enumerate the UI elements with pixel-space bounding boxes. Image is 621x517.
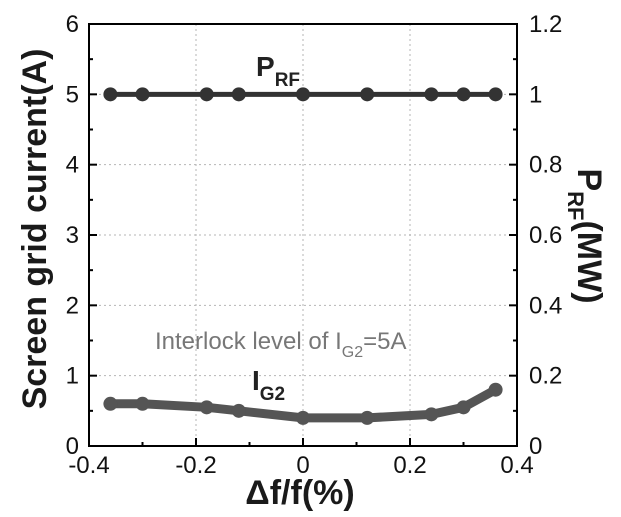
series-label-prf: PRF (256, 51, 300, 91)
data-point-prf (424, 87, 439, 102)
left-y-axis-title: Screen grid current(A) (16, 49, 54, 410)
data-point-ig2 (231, 403, 246, 418)
data-point-ig2 (360, 410, 375, 425)
left-y-tick-label: 0 (66, 433, 79, 460)
interlock-annotation-tail: =5A (363, 328, 406, 355)
data-point-prf (296, 87, 310, 102)
x-tick-label: 0 (296, 452, 309, 479)
x-axis-title: Δf/f(%) (245, 474, 354, 512)
left-y-tick-label: 5 (66, 81, 79, 108)
left-y-tick-label: 1 (66, 363, 79, 390)
interlock-annotation: Interlock level of IG2=5A (155, 328, 406, 361)
left-y-tick-labels: 0 1 2 3 4 5 6 (66, 11, 79, 460)
interlock-annotation-text: Interlock level of I (155, 328, 342, 355)
data-point-ig2 (424, 407, 439, 422)
left-y-tick-label: 2 (66, 292, 79, 319)
data-point-ig2 (296, 410, 310, 425)
interlock-annotation-sub: G2 (342, 344, 363, 361)
data-point-prf (456, 87, 471, 102)
right-y-tick-label: 1 (529, 81, 542, 108)
left-y-tick-label: 3 (66, 222, 79, 249)
x-tick-label: -0.4 (68, 452, 109, 479)
right-y-tick-labels: 0 0.2 0.4 0.6 0.8 1 1.2 (529, 11, 562, 460)
data-point-ig2 (488, 382, 503, 397)
data-point-prf (488, 87, 503, 102)
data-point-prf (135, 87, 150, 102)
series-label-ig2-main: I (252, 365, 260, 396)
series-label-ig2: IG2 (252, 365, 285, 405)
right-y-tick-label: 1.2 (529, 11, 562, 38)
plot-frame (88, 23, 518, 447)
x-tick-label: 0.4 (500, 452, 533, 479)
right-y-axis-title: PRF(MW) (563, 168, 608, 303)
x-tick-labels: -0.4 -0.2 0 0.2 0.4 (68, 452, 533, 479)
data-point-ig2 (103, 396, 118, 411)
left-y-tick-label: 6 (66, 11, 79, 38)
right-y-axis-title-tail: (MW) (570, 220, 608, 303)
right-y-tick-label: 0.6 (529, 222, 562, 249)
series-label-prf-sub: RF (275, 70, 300, 91)
series-label-ig2-sub: G2 (260, 384, 285, 405)
data-point-prf (360, 87, 375, 102)
data-point-prf (103, 87, 118, 102)
data-point-ig2 (199, 400, 214, 415)
data-point-ig2 (456, 400, 471, 415)
right-y-axis-title-main: P (570, 168, 608, 191)
data-point-prf (199, 87, 214, 102)
data-point-ig2 (135, 396, 150, 411)
x-tick-label: 0.2 (393, 452, 426, 479)
right-y-tick-label: 0 (529, 433, 542, 460)
right-y-tick-label: 0.4 (529, 292, 562, 319)
right-y-tick-label: 0.2 (529, 363, 562, 390)
x-tick-label: -0.2 (175, 452, 216, 479)
right-y-axis-title-sub: RF (563, 191, 588, 220)
series-label-prf-main: P (256, 51, 275, 82)
series-layer (103, 87, 503, 425)
data-point-prf (231, 87, 246, 102)
right-y-tick-label: 0.8 (529, 152, 562, 179)
grid-lines (89, 24, 517, 446)
left-y-tick-label: 4 (66, 152, 79, 179)
